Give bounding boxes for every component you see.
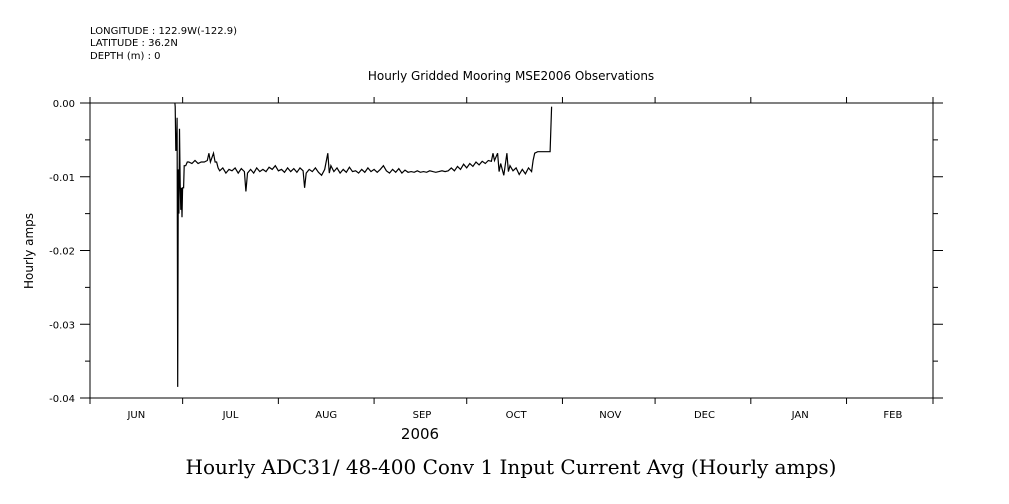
series-line — [174, 102, 553, 387]
x-tick-label: FEB — [883, 410, 902, 421]
chart-caption: Hourly ADC31/ 48-400 Conv 1 Input Curren… — [186, 455, 837, 479]
y-tick-label: -0.03 — [49, 320, 75, 331]
x-tick-label: DEC — [694, 410, 715, 421]
x-axis-year-label: 2006 — [401, 425, 439, 443]
x-axis: JUN JUL AUG SEP OCT NOV DEC JAN FEB — [89, 97, 934, 421]
latitude-label: LATITUDE : 36.2N — [90, 38, 178, 49]
x-tick-label: OCT — [506, 410, 528, 421]
x-tick-label: JAN — [791, 410, 809, 421]
chart-title: Hourly Gridded Mooring MSE2006 Observati… — [368, 69, 654, 83]
series-layer — [174, 102, 553, 387]
y-tick-label: -0.04 — [49, 394, 75, 405]
x-tick-label: JUN — [126, 410, 145, 421]
longitude-label: LONGITUDE : 122.9W(-122.9) — [90, 26, 237, 37]
x-tick-label: NOV — [599, 410, 621, 421]
depth-label: DEPTH (m) : 0 — [90, 51, 161, 62]
x-tick-label: AUG — [315, 410, 337, 421]
y-axis: 0.00 -0.01 -0.02 -0.03 -0.04 — [49, 99, 943, 405]
x-tick-label: JUL — [222, 410, 239, 421]
plot-frame — [89, 102, 934, 399]
y-tick-label: -0.01 — [49, 173, 75, 184]
y-tick-label: 0.00 — [53, 99, 75, 110]
y-axis-label: Hourly amps — [22, 213, 36, 289]
x-tick-label: SEP — [413, 410, 432, 421]
y-tick-label: -0.02 — [49, 247, 75, 258]
